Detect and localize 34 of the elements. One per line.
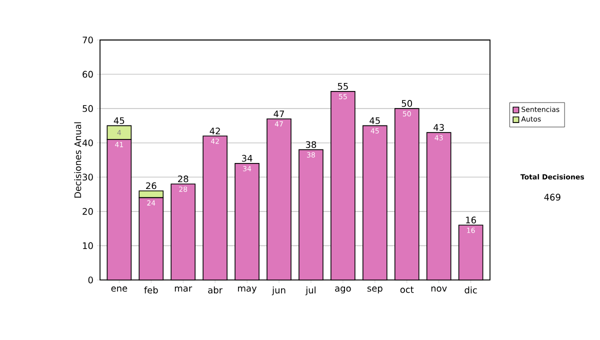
x-tick-label: feb <box>144 286 158 294</box>
total-label: 47 <box>274 110 284 118</box>
y-tick-label: 60 <box>82 70 93 78</box>
total-label: 45 <box>370 117 380 124</box>
x-tick-label: dic <box>464 286 477 294</box>
total-label: 42 <box>210 128 220 134</box>
x-tick-label: ago <box>335 286 351 294</box>
x-tick-label: jul <box>305 286 316 296</box>
total-label: 28 <box>178 175 188 182</box>
total-label: 16 <box>466 216 476 224</box>
x-tick-label: may <box>238 286 257 294</box>
x-tick-label: abr <box>208 286 223 294</box>
total-label: 45 <box>114 117 124 124</box>
x-tick-label: oct <box>400 286 414 293</box>
text: 469 <box>544 194 560 201</box>
y-tick-label: 70 <box>82 36 93 44</box>
y-tick-label: 0 <box>88 276 93 284</box>
total-label: 34 <box>242 154 252 162</box>
y-tick-label: 20 <box>82 208 93 215</box>
y-axis-title: Decisiones Anual <box>74 122 82 198</box>
x-tick-label: ene <box>111 286 128 292</box>
y-tick-label: 10 <box>83 242 93 250</box>
y-tick-label: 30 <box>82 174 93 181</box>
x-tick-label: sep <box>367 286 382 294</box>
y-tick-label: 40 <box>82 139 93 146</box>
total-label: 43 <box>434 124 444 131</box>
x-tick-label: mar <box>174 286 192 292</box>
y-tick-label: 50 <box>82 105 93 112</box>
x-tick-label: nov <box>431 286 447 292</box>
total-label: 55 <box>338 83 348 90</box>
total-label: 50 <box>402 100 412 107</box>
total-label: 38 <box>306 141 316 148</box>
total-label: 26 <box>146 182 156 190</box>
x-tick-label: jun <box>272 286 286 296</box>
